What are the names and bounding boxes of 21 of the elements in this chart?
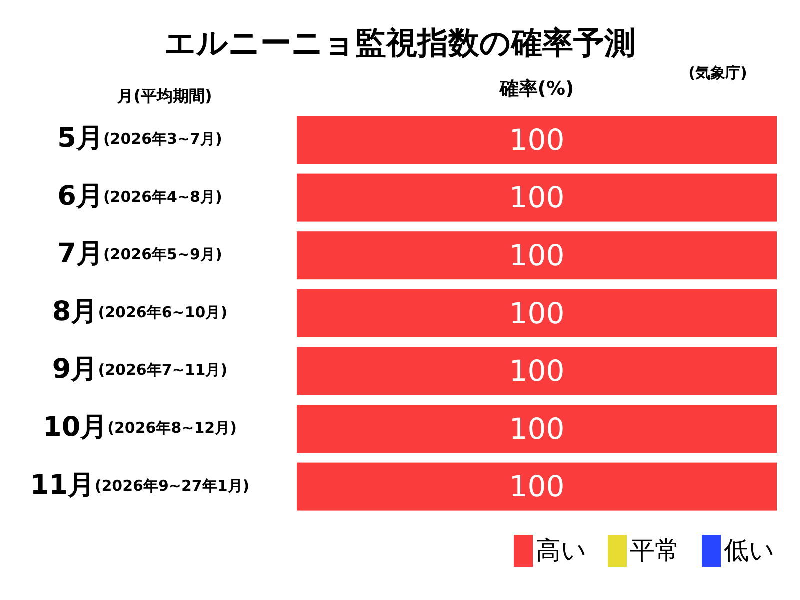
legend-label: 低い — [724, 536, 775, 565]
data-label: 100 — [509, 296, 565, 330]
y-axis-title: 月(平均期間) — [116, 86, 212, 106]
data-label: 100 — [509, 180, 565, 215]
text: (気象庁) — [688, 64, 748, 82]
y-tick-label: 7月(2026年5~9月) — [58, 238, 222, 270]
chart-title: エルニーニョ監視指数の確率予測 — [164, 25, 636, 62]
y-tick-label: 6月(2026年4~8月) — [58, 181, 222, 212]
legend-label: 平常 — [630, 536, 680, 565]
y-tick-label: 8月(2026年6~10月) — [52, 296, 228, 328]
y-tick-label: 11月(2026年9~27年1月) — [30, 470, 250, 502]
data-label: 100 — [509, 354, 565, 388]
y-tick-label: 5月(2026年3~7月) — [58, 123, 222, 154]
data-label: 100 — [509, 238, 565, 273]
data-label: 100 — [509, 412, 565, 446]
x-axis-title: 確率(%) — [498, 78, 574, 100]
data-label: 100 — [509, 470, 565, 504]
data-label: 100 — [509, 122, 565, 157]
y-tick-label: 10月(2026年8~12月) — [43, 412, 237, 444]
legend-label: 高い — [536, 536, 587, 565]
y-tick-label: 9月(2026年7~11月) — [52, 354, 228, 386]
